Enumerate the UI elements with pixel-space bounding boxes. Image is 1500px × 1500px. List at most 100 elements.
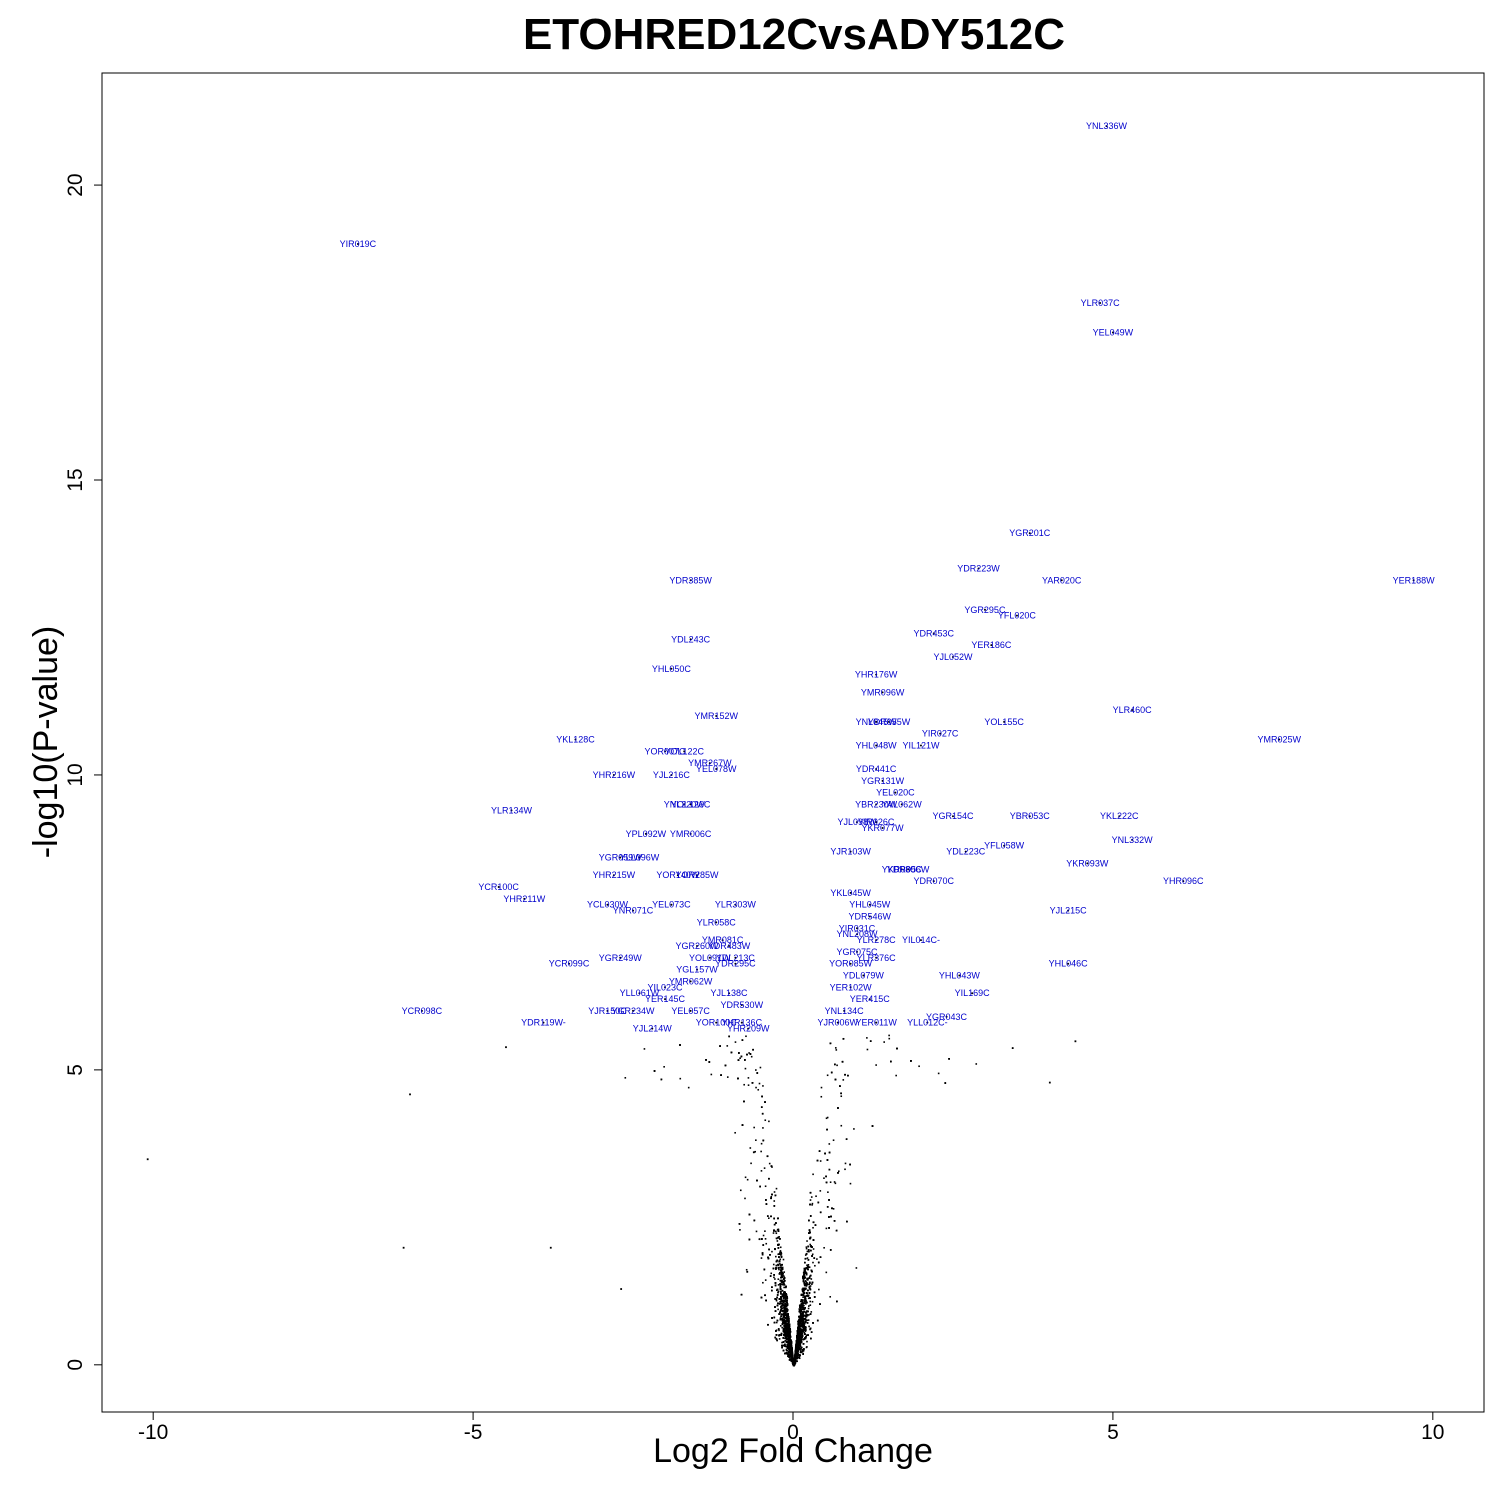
background-gene-point — [826, 1128, 828, 1131]
background-gene-point — [783, 1307, 786, 1309]
background-gene-point — [806, 1257, 809, 1259]
background-gene-point — [781, 1310, 784, 1312]
background-gene-point — [842, 1037, 845, 1040]
background-gene-point — [802, 1271, 805, 1274]
background-gene-point — [811, 1281, 814, 1284]
background-gene-point — [734, 1131, 736, 1134]
background-gene-point — [780, 1308, 782, 1311]
background-gene-point — [761, 1253, 764, 1256]
background-gene-point — [789, 1341, 792, 1344]
background-gene-point — [802, 1287, 805, 1290]
background-gene-point — [820, 1095, 823, 1098]
background-gene-point — [803, 1275, 806, 1278]
background-gene-point — [828, 1216, 830, 1218]
background-gene-point — [783, 1296, 785, 1299]
background-gene-point — [789, 1336, 791, 1339]
background-gene-point — [785, 1285, 787, 1288]
background-gene-point — [804, 1280, 807, 1282]
background-gene-point — [705, 1059, 707, 1061]
background-gene-point — [783, 1314, 786, 1316]
background-gene-point — [773, 1200, 776, 1202]
background-gene-point — [779, 1291, 782, 1293]
background-gene-point — [773, 1217, 775, 1220]
background-gene-point — [801, 1306, 803, 1309]
background-gene-point — [783, 1271, 786, 1273]
background-gene-point — [829, 1249, 832, 1251]
background-gene-point — [792, 1358, 794, 1360]
background-gene-point — [816, 1258, 818, 1260]
background-gene-point — [760, 1150, 762, 1153]
background-gene-point — [805, 1336, 807, 1338]
background-gene-point — [799, 1341, 801, 1344]
background-gene-point — [710, 1073, 713, 1076]
background-gene-point — [910, 1060, 912, 1062]
background-gene-point — [875, 1064, 877, 1066]
background-gene-point — [785, 1303, 788, 1306]
background-gene-point — [802, 1275, 805, 1278]
background-gene-point — [777, 1308, 779, 1311]
background-gene-point — [805, 1284, 808, 1287]
background-gene-point — [799, 1306, 801, 1308]
background-gene-point — [787, 1313, 789, 1315]
background-gene-point — [775, 1268, 777, 1270]
background-gene-point — [797, 1356, 800, 1359]
background-gene-point — [801, 1346, 803, 1349]
background-gene-point — [767, 1217, 770, 1219]
background-gene-point — [760, 1170, 763, 1172]
background-gene-point — [778, 1334, 780, 1337]
background-gene-point — [798, 1304, 801, 1307]
background-gene-point — [796, 1360, 798, 1362]
background-gene-point — [785, 1294, 788, 1296]
background-gene-point — [780, 1296, 782, 1298]
background-gene-point — [804, 1276, 807, 1279]
background-gene-point — [806, 1340, 808, 1343]
background-gene-point — [828, 1143, 831, 1145]
background-gene-point — [819, 1190, 822, 1192]
background-gene-point — [771, 1286, 773, 1289]
background-gene-point — [774, 1282, 777, 1284]
background-gene-point — [784, 1343, 786, 1346]
background-gene-point — [786, 1337, 788, 1340]
background-gene-point — [798, 1357, 801, 1360]
background-gene-point — [739, 1057, 741, 1060]
background-gene-point — [890, 1060, 892, 1063]
background-gene-point — [781, 1300, 783, 1302]
background-gene-point — [827, 1191, 829, 1193]
background-gene-point — [819, 1160, 822, 1162]
background-gene-point — [809, 1203, 811, 1206]
background-gene-point — [829, 1296, 832, 1298]
background-gene-point — [788, 1356, 791, 1358]
background-gene-point — [806, 1283, 809, 1286]
background-gene-point — [800, 1299, 803, 1301]
background-gene-point — [811, 1283, 813, 1285]
background-gene-point — [764, 1185, 767, 1188]
background-gene-point — [774, 1284, 777, 1287]
background-gene-point — [788, 1322, 790, 1324]
background-gene-point — [809, 1328, 811, 1331]
background-gene-point — [803, 1283, 806, 1286]
background-gene-point — [780, 1302, 782, 1305]
background-gene-point — [785, 1293, 788, 1295]
background-gene-point — [797, 1342, 800, 1345]
background-gene-point — [784, 1345, 786, 1347]
background-gene-point — [790, 1346, 792, 1349]
background-gene-point — [753, 1126, 755, 1129]
background-gene-point — [849, 1182, 852, 1185]
background-gene-point — [888, 1037, 891, 1040]
background-gene-point — [764, 1279, 767, 1281]
background-gene-point — [764, 1101, 766, 1103]
x-tick-label: 5 — [1107, 1421, 1119, 1444]
background-gene-point — [769, 1254, 771, 1256]
background-gene-point — [802, 1303, 805, 1305]
background-gene-point — [801, 1319, 804, 1321]
background-gene-point — [806, 1314, 809, 1317]
background-gene-point — [777, 1228, 780, 1231]
background-gene-point — [802, 1299, 804, 1301]
background-gene-point — [782, 1282, 785, 1284]
background-gene-point — [784, 1300, 787, 1303]
background-gene-point — [840, 1124, 843, 1127]
background-gene-point — [783, 1305, 786, 1307]
background-gene-point — [783, 1325, 786, 1327]
background-gene-point — [802, 1280, 805, 1283]
background-gene-point — [761, 1238, 763, 1240]
